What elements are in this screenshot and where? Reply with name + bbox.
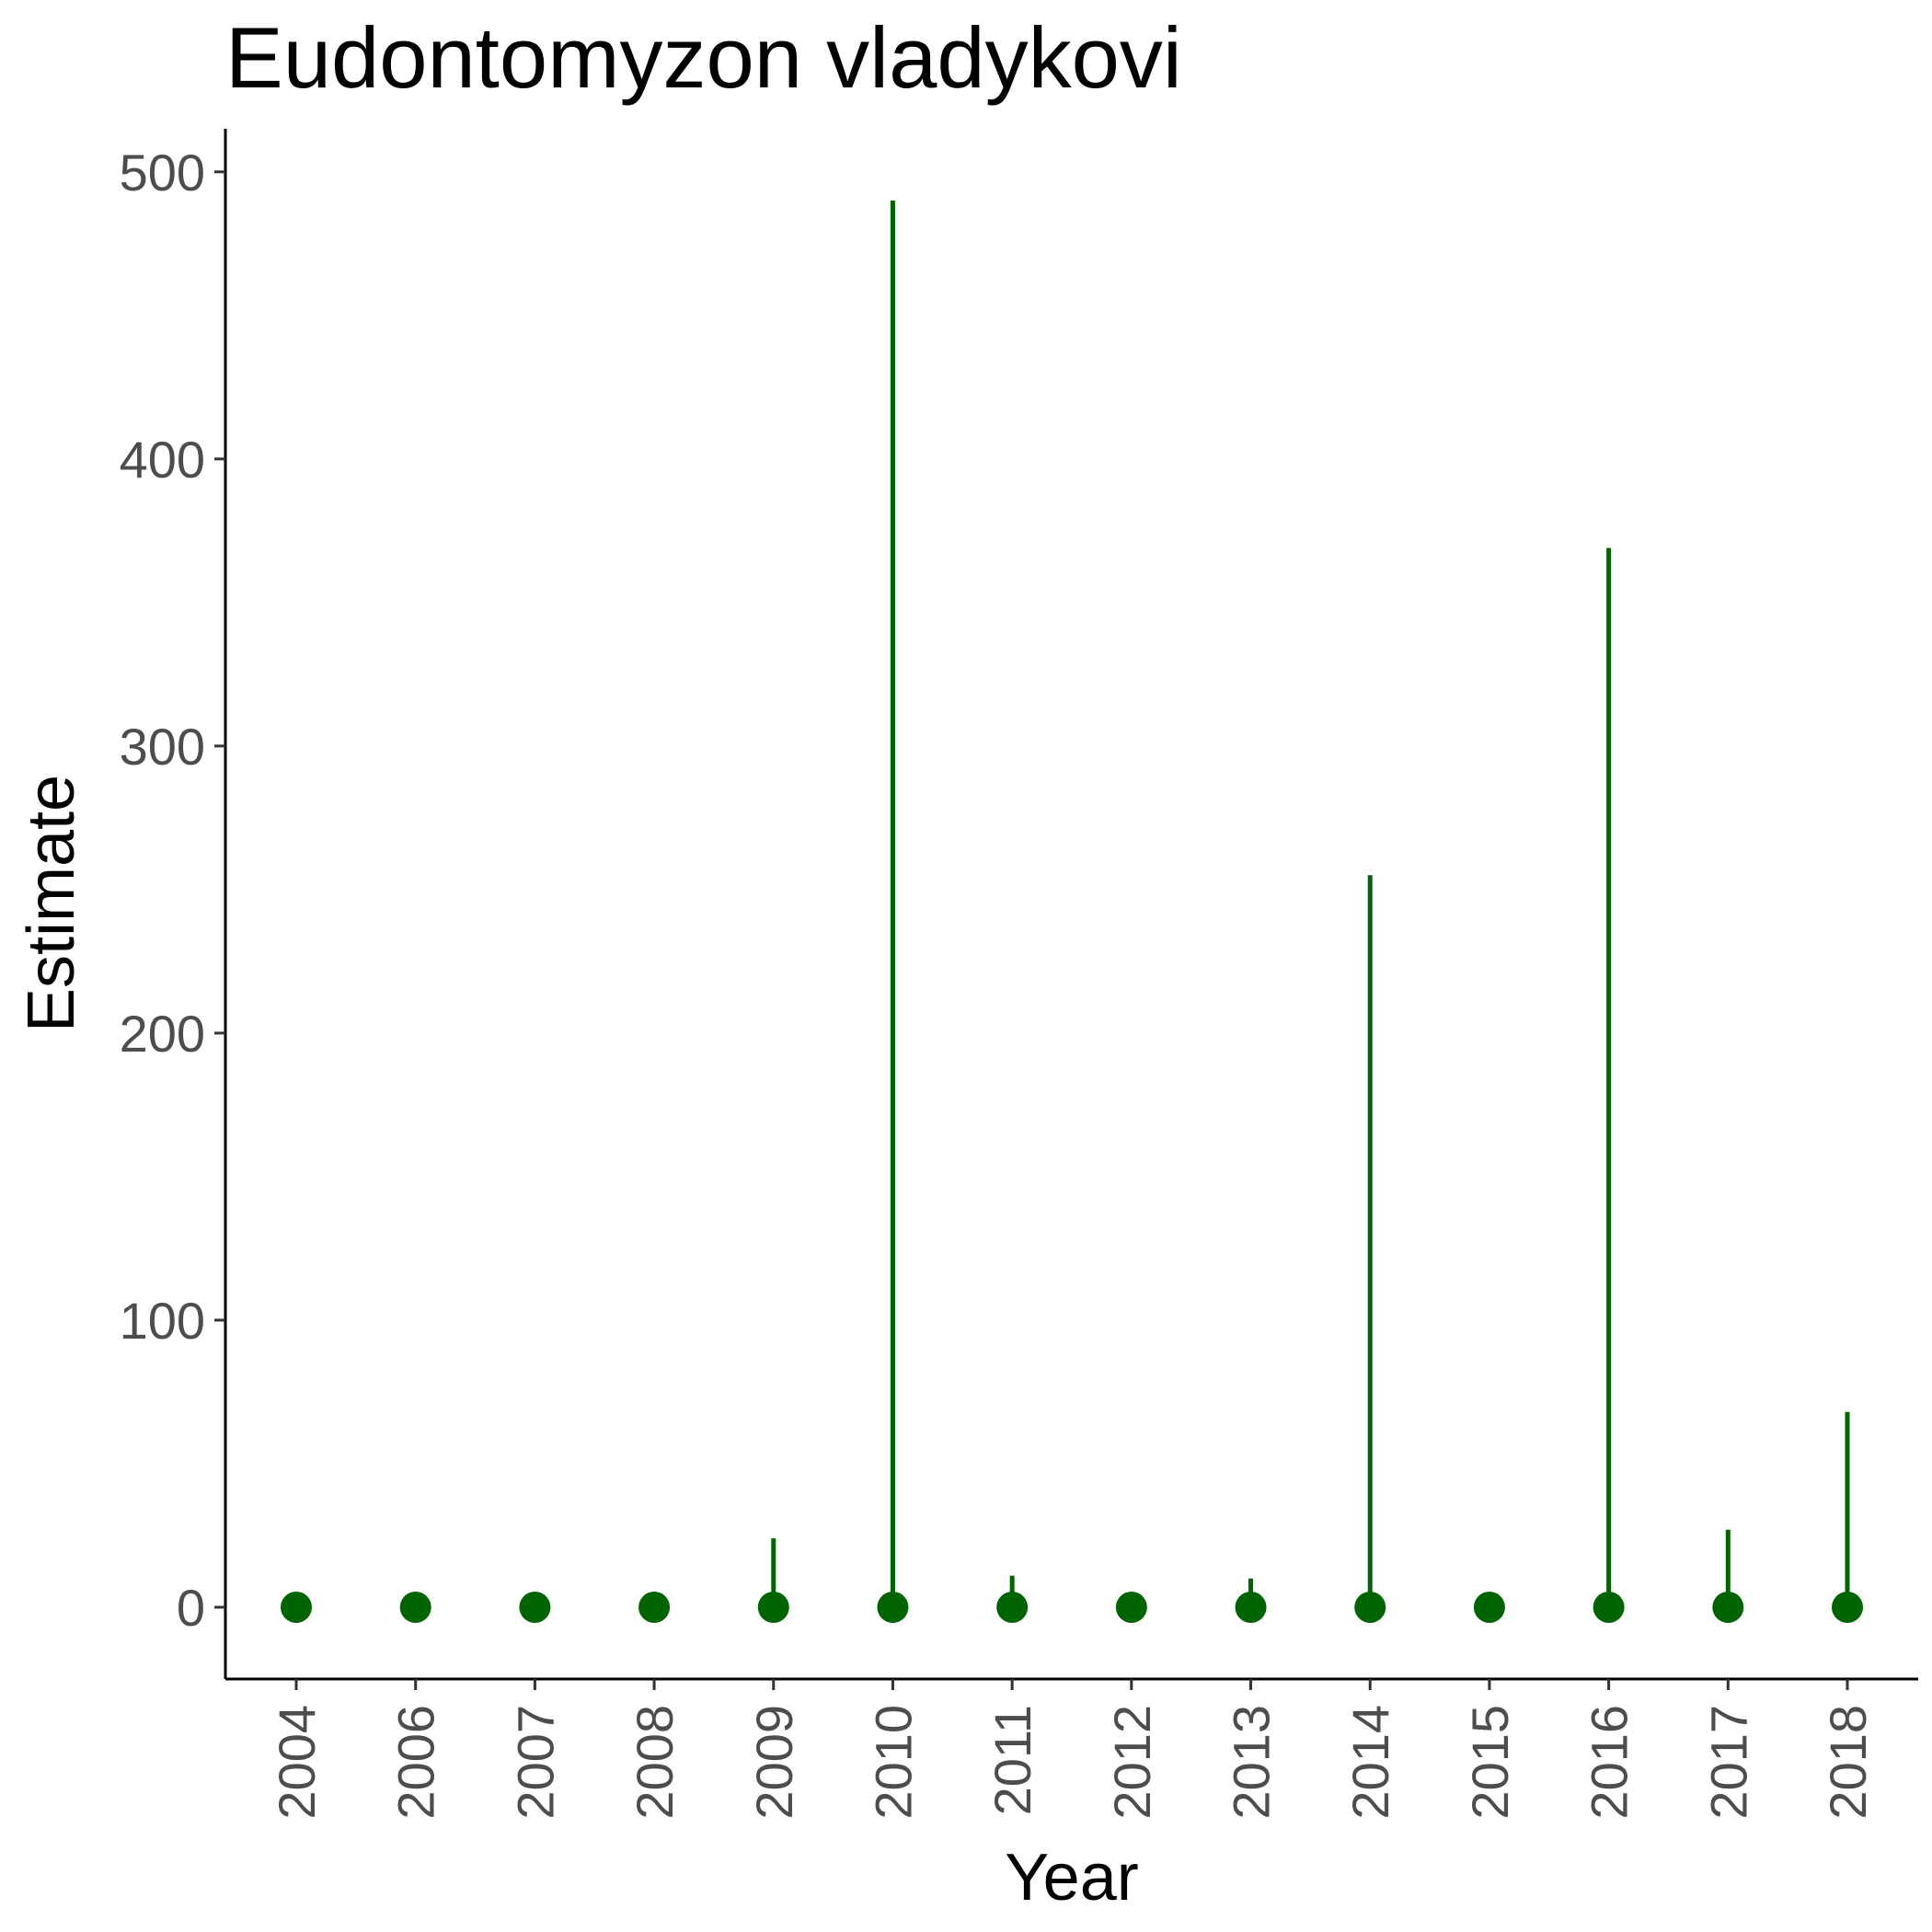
- x-tick-label: 2018: [1819, 1705, 1877, 1820]
- data-point: [1712, 1591, 1744, 1623]
- y-axis: 0 100 200 300 400 500: [120, 144, 225, 1637]
- y-tick-label: 100: [120, 1292, 205, 1350]
- data-point: [399, 1591, 431, 1623]
- data-point: [877, 1591, 909, 1623]
- data-point: [757, 1591, 789, 1623]
- x-tick-label: 2012: [1103, 1705, 1161, 1820]
- x-axis: 2004 2006 2007 2008 2009 2010 2011 2012 2013 2014…: [268, 1679, 1877, 1820]
- x-tick-label: 2010: [864, 1705, 922, 1820]
- x-tick-label: 2011: [983, 1705, 1041, 1815]
- data-point: [1354, 1591, 1386, 1623]
- x-tick-label: 2004: [268, 1705, 326, 1820]
- y-tick-label: 400: [120, 431, 205, 489]
- x-tick-label: 2006: [387, 1705, 445, 1820]
- x-axis-title: Year: [1005, 1841, 1138, 1915]
- y-axis-title: Estimate: [15, 775, 88, 1032]
- y-tick-label: 500: [120, 144, 205, 201]
- y-tick-label: 200: [120, 1005, 205, 1063]
- data-point: [519, 1591, 551, 1623]
- plot-area: [281, 201, 1863, 1623]
- x-tick-label: 2007: [506, 1705, 564, 1820]
- x-tick-label: 2016: [1581, 1705, 1639, 1820]
- x-tick-label: 2013: [1223, 1705, 1281, 1820]
- x-tick-label: 2008: [626, 1705, 684, 1820]
- x-tick-label: 2015: [1461, 1705, 1519, 1820]
- data-point: [281, 1591, 312, 1623]
- data-point: [1115, 1591, 1147, 1623]
- chart-title: Eudontomyzon vladykovi: [225, 9, 1182, 106]
- data-point: [1235, 1591, 1267, 1623]
- data-point: [1832, 1591, 1863, 1623]
- y-tick-label: 300: [120, 718, 205, 776]
- x-tick-label: 2017: [1699, 1705, 1757, 1820]
- data-point: [1473, 1591, 1505, 1623]
- y-tick-label: 0: [177, 1579, 205, 1637]
- x-tick-label: 2009: [745, 1705, 803, 1820]
- data-point: [1593, 1591, 1625, 1623]
- data-point: [996, 1591, 1029, 1623]
- data-point: [638, 1591, 671, 1623]
- x-tick-label: 2014: [1341, 1705, 1399, 1820]
